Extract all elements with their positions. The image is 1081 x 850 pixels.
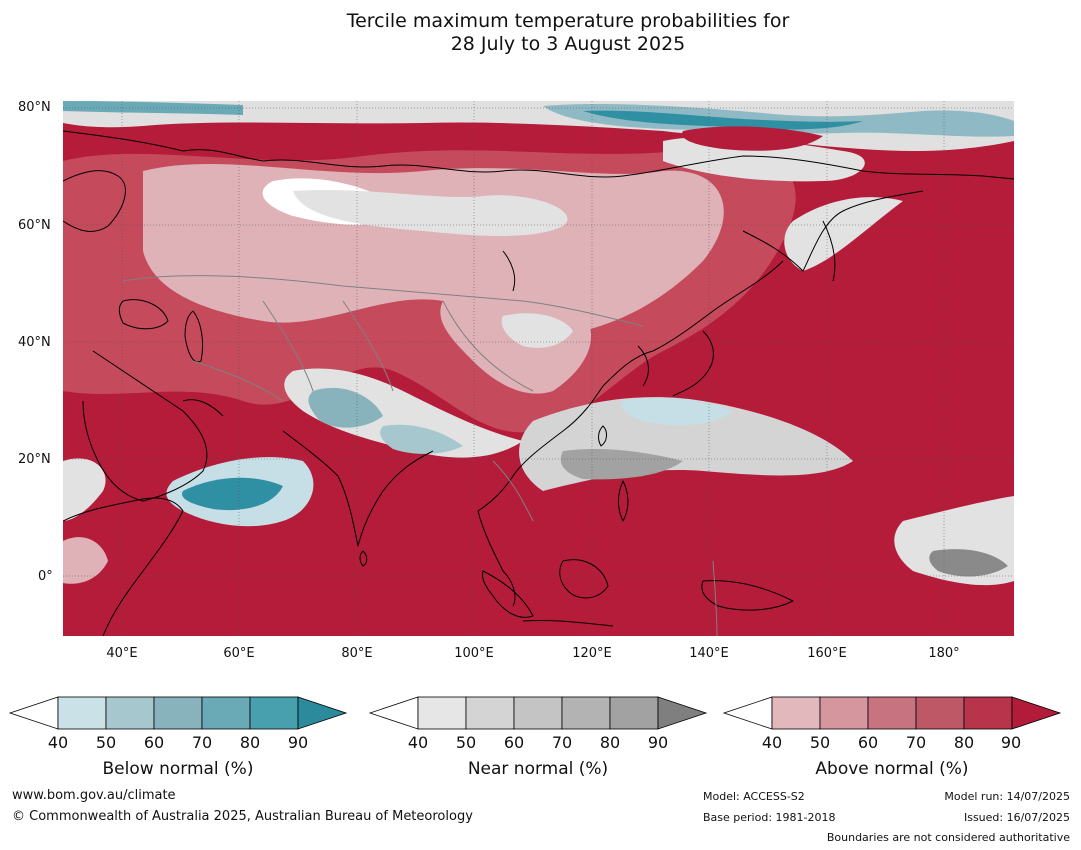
- below-colorbar-segment: [105, 696, 155, 730]
- above-tick-80: 80: [953, 733, 975, 752]
- below-tick-80: 80: [239, 733, 261, 752]
- below-colorbar-lower-extend: [8, 696, 59, 730]
- above-colorbar-segment: [915, 696, 965, 730]
- footer-model: Model: ACCESS-S2: [703, 790, 805, 803]
- above-tick-90: 90: [1000, 733, 1022, 752]
- region-near-light-okhotsk: [784, 197, 903, 271]
- lat-label-0: 0°: [38, 569, 53, 584]
- near-colorbar-upper-extend: [657, 696, 708, 730]
- country-borders: [122, 275, 718, 636]
- lon-label-140e: 140°E: [689, 646, 729, 661]
- below-colorbar-segment: [249, 696, 299, 730]
- below-tick-60: 60: [143, 733, 165, 752]
- below-tick-90: 90: [287, 733, 309, 752]
- above-colorbar-segment: [771, 696, 821, 730]
- colorbar-below-segments: [8, 696, 348, 730]
- legend-above-title: Above normal (%): [815, 759, 969, 779]
- probability-map: [63, 101, 1014, 636]
- above-tick-70: 70: [905, 733, 927, 752]
- region-above-dark-arctic: [682, 126, 823, 151]
- region-near-light-gobi: [501, 313, 573, 348]
- above-colorbar-upper-extend: [1011, 696, 1062, 730]
- above-colorbar-lower-extend: [722, 696, 773, 730]
- near-tick-70: 70: [551, 733, 573, 752]
- footer-copyright: © Commonwealth of Australia 2025, Austra…: [12, 809, 473, 824]
- region-below-arctic: [543, 103, 1014, 137]
- footer-base-period: Base period: 1981-2018: [703, 811, 836, 824]
- legend-near-title: Near normal (%): [467, 759, 609, 779]
- region-below-light-tibet: [380, 424, 463, 454]
- lon-label-160e: 160°E: [807, 646, 847, 661]
- below-tick-40: 40: [47, 733, 69, 752]
- footer-url[interactable]: www.bom.gov.au/climate: [12, 788, 176, 803]
- above-colorbar-segment: [819, 696, 869, 730]
- near-tick-60: 60: [503, 733, 525, 752]
- below-colorbar-upper-extend: [297, 696, 348, 730]
- footer-model-run: Model run: 14/07/2025: [944, 790, 1070, 803]
- footer-disclaimer: Boundaries are not considered authoritat…: [826, 831, 1070, 844]
- map-title: Tercile maximum temperature probabilitie…: [0, 10, 1081, 56]
- near-colorbar-segment: [561, 696, 611, 730]
- region-near-light-africa: [63, 458, 106, 521]
- region-near-light-east: [663, 136, 865, 182]
- lon-label-60e: 60°E: [223, 646, 255, 661]
- near-colorbar-segment: [465, 696, 515, 730]
- map-svg: [63, 101, 1014, 636]
- region-below-dark-arabian: [182, 477, 283, 511]
- near-tick-40: 40: [407, 733, 429, 752]
- lon-label-100e: 100°E: [454, 646, 494, 661]
- region-below-light-taiwan: [621, 397, 733, 426]
- near-colorbar-segment: [609, 696, 659, 730]
- region-near-dark-east-pacific: [929, 549, 1008, 577]
- legend-above-normal: [722, 694, 1062, 734]
- region-near-dark-philippines: [560, 449, 683, 480]
- below-colorbar-segment: [201, 696, 251, 730]
- near-tick-80: 80: [599, 733, 621, 752]
- colorbar-near-segments: [368, 696, 708, 730]
- near-tick-90: 90: [647, 733, 669, 752]
- near-colorbar-segment: [513, 696, 563, 730]
- title-line-2: 28 July to 3 August 2025: [450, 33, 686, 55]
- above-tick-40: 40: [761, 733, 783, 752]
- above-tick-60: 60: [857, 733, 879, 752]
- below-tick-50: 50: [95, 733, 117, 752]
- colorbar-below-normal: [8, 696, 348, 730]
- coastlines: [63, 130, 1014, 636]
- above-tick-50: 50: [809, 733, 831, 752]
- lat-label-80n: 80°N: [18, 100, 51, 115]
- region-above-light-africa: [63, 537, 108, 584]
- colorbar-near-normal: [368, 696, 708, 730]
- below-colorbar-segment: [57, 696, 107, 730]
- legend-below-title: Below normal (%): [102, 759, 254, 779]
- legend-below-normal: [8, 694, 348, 734]
- region-below-mid-tibet: [308, 387, 383, 428]
- colorbar-above-normal: [722, 696, 1062, 730]
- lat-label-40n: 40°N: [18, 335, 51, 350]
- colorbar-above-segments: [722, 696, 1062, 730]
- region-below-dark-arctic: [583, 110, 863, 130]
- legend-near-normal: [368, 694, 708, 734]
- below-tick-70: 70: [191, 733, 213, 752]
- lat-label-60n: 60°N: [18, 218, 51, 233]
- title-line-1: Tercile maximum temperature probabilitie…: [346, 10, 790, 32]
- below-colorbar-segment: [153, 696, 203, 730]
- lon-label-180: 180°: [928, 646, 960, 661]
- near-colorbar-lower-extend: [368, 696, 419, 730]
- region-near-light-siberia: [293, 189, 568, 236]
- above-colorbar-segment: [867, 696, 917, 730]
- lon-label-40e: 40°E: [106, 646, 138, 661]
- near-colorbar-segment: [417, 696, 467, 730]
- footer-issued: Issued: 16/07/2025: [963, 811, 1070, 824]
- lon-label-80e: 80°E: [341, 646, 373, 661]
- near-tick-50: 50: [455, 733, 477, 752]
- lon-label-120e: 120°E: [572, 646, 612, 661]
- lat-label-20n: 20°N: [18, 452, 51, 467]
- above-colorbar-segment: [963, 696, 1013, 730]
